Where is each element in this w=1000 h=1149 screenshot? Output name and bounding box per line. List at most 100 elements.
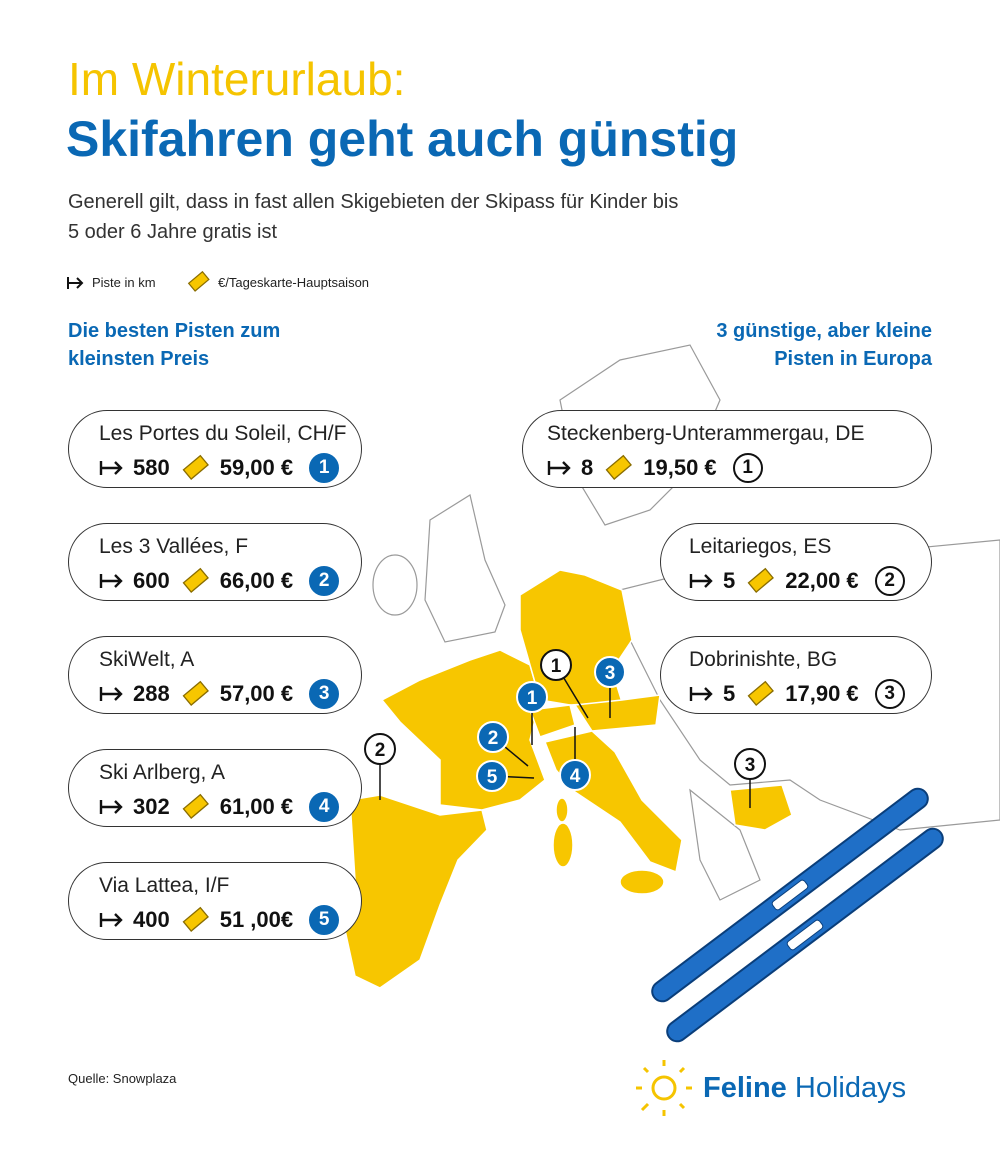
price: 57,00 € [219,681,294,706]
resort-name: Leitariegos, ES [689,535,832,558]
sicily [619,869,665,895]
switzerland [528,704,576,738]
piste-km: 400 [133,907,170,932]
map-marker-label: 1 [527,688,538,709]
subtitle: 5 oder 6 Jahre gratis ist [68,221,277,243]
legend-price: €/Tageskarte-Hauptsaison [218,275,370,290]
left-heading: Die besten Pisten zum [68,320,281,342]
map-marker [477,721,509,753]
rank-badge: 1 [309,453,340,483]
piste-icon [689,574,713,588]
price: 17,90 € [785,681,859,706]
ticket-icon [182,567,209,593]
rank-badge: 4 [309,792,340,822]
ticket-icon [182,793,209,819]
left-heading: kleinsten Preis [68,348,210,370]
austria [573,694,661,732]
corsica [555,797,569,823]
price: 22,00 € [785,568,859,593]
price: 19,50 € [643,455,717,480]
map-marker-label: 4 [570,766,581,787]
resort-name: Dobrinishte, BG [689,648,838,671]
rank-badge: 1 [732,453,763,483]
rank-badge: 3 [874,679,905,709]
piste-icon [99,800,123,814]
piste-icon [99,461,123,475]
resort-name: Les Portes du Soleil, CH/F [99,422,347,445]
card: Les Portes du Soleil, CH/F 580 59,00 € 1 [68,410,362,488]
map-marker [540,649,572,681]
card: Steckenberg-Unterammergau, DE 8 19,50 € 1 [522,410,932,488]
map-marker-label: 5 [487,767,498,788]
resort-name: Via Lattea, I/F [99,874,230,897]
logo-brand: Feline [703,1072,787,1104]
right-heading: Pisten in Europa [774,348,932,370]
map-marker-label: 1 [551,656,562,677]
price: 61,00 € [219,794,294,819]
map-marker-label: 3 [745,755,756,776]
map-marker [516,681,548,713]
piste-km: 8 [581,455,594,480]
piste-icon [689,687,713,701]
france [380,649,546,811]
piste-icon [547,461,571,475]
piste-km: 5 [723,568,736,593]
great-britain [424,494,506,643]
rank-badge: 3 [309,679,340,709]
card: Leitariegos, ES 5 22,00 € 2 [660,523,932,601]
map-marker [594,656,626,688]
stats-row: 400 51 ,00€ 5 [99,905,340,935]
rank-badge: 5 [309,905,340,935]
card: Ski Arlberg, A 302 61,00 € 4 [68,749,362,827]
resort-name: Steckenberg-Unterammergau, DE [547,422,865,445]
map-marker-label: 2 [375,740,386,761]
legend-piste: Piste in km [92,275,156,290]
piste-km: 600 [133,568,170,593]
piste-km: 5 [723,681,736,706]
piste-icon [99,574,123,588]
source: Quelle: Snowplaza [68,1071,177,1086]
stats-row: 600 66,00 € 2 [99,566,340,596]
map-marker-label: 2 [488,728,499,749]
piste-km: 580 [133,455,170,480]
price: 51 ,00€ [219,907,294,932]
piste-icon [99,913,123,927]
stats-row: 288 57,00 € 3 [99,679,340,709]
card: Via Lattea, I/F 400 51 ,00€ 5 [68,862,362,940]
map-marker [476,760,508,792]
sardinia [552,822,574,868]
piste-icon [99,687,123,701]
rank-badge: 2 [874,566,905,596]
rank-badge: 2 [309,566,340,596]
right-heading: 3 günstige, aber kleine [716,320,932,342]
ticket-icon [182,680,209,706]
price: 66,00 € [219,568,294,593]
title-line1: Im Winterurlaub: [68,53,406,105]
price: 59,00 € [219,455,294,480]
logo: Feline Holidays [703,1072,906,1105]
stats-row: 580 59,00 € 1 [99,453,340,483]
map-marker [559,759,591,791]
piste-km: 302 [133,794,170,819]
ticket-icon [605,454,633,480]
bulgaria [729,784,793,831]
card: Dobrinishte, BG 5 17,90 € 3 [660,636,932,714]
map-marker [734,748,766,780]
piste-km: 288 [133,681,170,706]
skis [651,787,944,1043]
map-marker [364,733,396,765]
stats-row: 8 19,50 € 1 [547,453,763,483]
resort-name: Les 3 Vallées, F [99,535,249,558]
resort-name: SkiWelt, A [99,648,195,671]
stats-row: 5 17,90 € 3 [689,679,905,709]
greece [689,788,761,901]
card: SkiWelt, A 288 57,00 € 3 [68,636,362,714]
resort-name: Ski Arlberg, A [99,761,226,784]
ticket-icon [182,454,209,480]
card: Les 3 Vallées, F 600 66,00 € 2 [68,523,362,601]
subtitle: Generell gilt, dass in fast allen Skigeb… [68,191,679,213]
stats-row: 5 22,00 € 2 [689,566,905,596]
ireland [372,554,418,616]
